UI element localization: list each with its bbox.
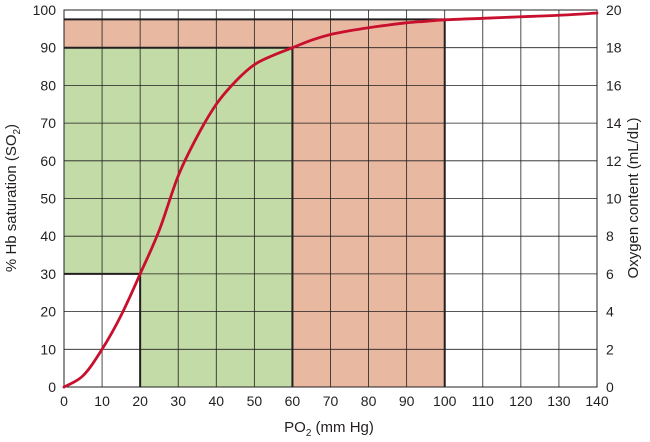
y-tick-label: 80 (40, 77, 56, 93)
x-tick-label: 90 (399, 393, 415, 409)
series-line-0 (62, 11, 599, 389)
x-tick-label: 50 (247, 393, 263, 409)
x-tick-label: 130 (547, 393, 571, 409)
y2-tick-label: 18 (606, 40, 622, 56)
y2-tick-label: 8 (606, 228, 614, 244)
x-tick-label: 80 (361, 393, 377, 409)
y-axis-title: % Hb saturation (SO2) (3, 124, 23, 272)
y-tick-label: 10 (40, 341, 56, 357)
grid-lines (64, 10, 597, 387)
y2-tick-label: 6 (606, 266, 614, 282)
y2-tick-labels: 0 2 4 6 8 10 12 14 16 18 20 (606, 2, 622, 395)
y-tick-labels: 0 10 20 30 40 50 60 70 80 90 100 (33, 2, 57, 395)
x-tick-label: 0 (60, 393, 68, 409)
y2-tick-label: 2 (606, 341, 614, 357)
y-tick-label: 70 (40, 115, 56, 131)
x-axis-title: PO2 (mm Hg) (284, 419, 374, 439)
y-tick-label: 40 (40, 228, 56, 244)
x-tick-label: 60 (285, 393, 301, 409)
y2-tick-label: 0 (606, 379, 614, 395)
x-tick-labels: 0 10 20 30 40 50 60 70 80 90 100 110 120 130 140 (60, 393, 609, 409)
y2-tick-label: 4 (606, 304, 614, 320)
saturation-curve (62, 11, 599, 389)
x-tick-label: 110 (472, 393, 495, 409)
x-tick-label: 30 (170, 393, 186, 409)
y2-tick-label: 12 (606, 153, 622, 169)
y-tick-label: 50 (40, 191, 56, 207)
y-tick-label: 90 (40, 40, 56, 56)
x-tick-label: 100 (433, 393, 457, 409)
x-tick-label: 20 (132, 393, 148, 409)
x-tick-label: 120 (509, 393, 533, 409)
x-tick-label: 70 (323, 393, 339, 409)
y2-tick-label: 20 (606, 2, 622, 18)
x-tick-label: 10 (94, 393, 110, 409)
y-tick-label: 100 (33, 2, 57, 18)
y2-tick-label: 16 (606, 77, 622, 93)
y-tick-label: 0 (48, 379, 56, 395)
y2-tick-label: 10 (606, 191, 622, 207)
y2-tick-label: 14 (606, 115, 622, 131)
plot-frame (63, 9, 598, 388)
x-tick-label: 40 (208, 393, 224, 409)
y-tick-label: 60 (40, 153, 56, 169)
y-tick-label: 20 (40, 304, 56, 320)
y-tick-label: 30 (40, 266, 56, 282)
y2-axis-title: Oxygen content (mL/dL) (625, 118, 642, 279)
x-tick-label: 140 (585, 393, 609, 409)
